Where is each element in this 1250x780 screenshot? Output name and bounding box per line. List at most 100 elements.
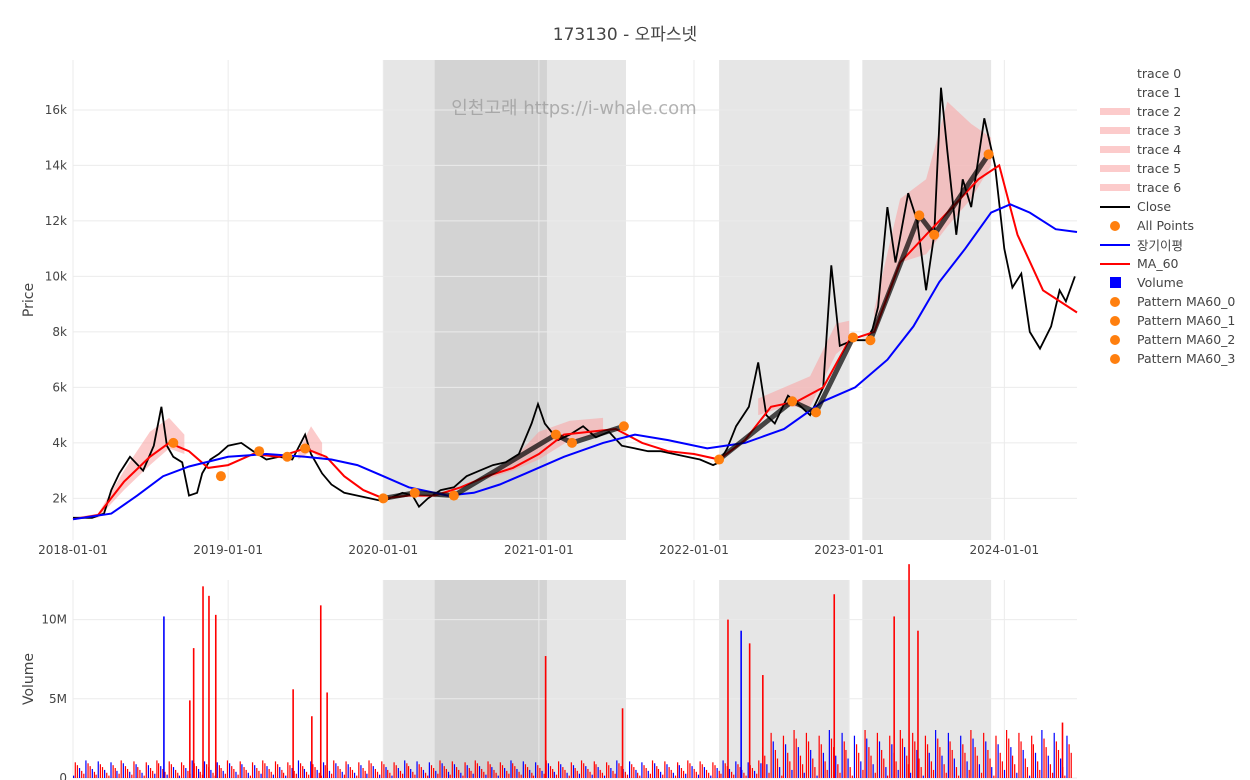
volume-bar: [639, 775, 641, 778]
volume-bar: [316, 769, 318, 778]
legend-item[interactable]: trace 5: [1100, 159, 1235, 178]
volume-bar: [768, 772, 770, 778]
volume-bar: [430, 765, 433, 778]
volume-bar: [322, 762, 325, 778]
legend-swatch: [1100, 108, 1130, 115]
volume-bar: [539, 768, 541, 778]
volume-bar: [164, 771, 166, 778]
volume-bar: [791, 769, 793, 778]
volume-bar: [78, 768, 81, 778]
price-tick-label: 16k: [45, 103, 67, 117]
volume-bar: [909, 772, 912, 778]
volume-bar: [989, 758, 991, 778]
legend-item[interactable]: Close: [1100, 197, 1235, 216]
volume-bar: [108, 775, 110, 778]
legend-item[interactable]: Volume: [1100, 273, 1235, 292]
volume-bar: [262, 760, 264, 778]
volume-bar: [110, 762, 112, 778]
volume-bar: [445, 768, 447, 778]
volume-bar: [543, 773, 545, 778]
volume-bar: [849, 767, 851, 778]
volume-bar: [722, 760, 724, 778]
legend-item[interactable]: 장기이평: [1100, 235, 1235, 254]
volume-bar: [210, 769, 212, 778]
volume-bar: [874, 772, 876, 778]
volume-bar: [995, 735, 997, 778]
pattern-point: [847, 332, 858, 343]
volume-bar: [212, 772, 214, 778]
legend-label: trace 4: [1137, 142, 1182, 157]
legend-item[interactable]: trace 4: [1100, 140, 1235, 159]
volume-bar: [583, 763, 585, 778]
volume-bar: [845, 749, 847, 778]
volume-bar: [893, 616, 895, 778]
legend-item[interactable]: trace 0: [1100, 64, 1235, 83]
volume-bar: [668, 767, 670, 778]
chart-legend[interactable]: trace 0 trace 1 trace 2 trace 3 trace 4 trace…: [1100, 64, 1235, 368]
volume-bar: [231, 766, 233, 778]
volume-bar: [324, 765, 326, 778]
legend-item[interactable]: trace 1: [1100, 83, 1235, 102]
volume-bar: [930, 761, 932, 778]
legend-item[interactable]: MA_60: [1100, 254, 1235, 273]
legend-item[interactable]: Pattern MA60_2: [1100, 330, 1235, 349]
volume-bar: [618, 763, 620, 778]
volume-bar: [547, 763, 549, 778]
volume-bar: [493, 769, 495, 778]
volume-bar: [531, 772, 533, 778]
volume-bar: [826, 769, 828, 778]
volume-bar: [529, 769, 531, 778]
volume-bar: [387, 769, 389, 778]
pattern-point: [929, 229, 940, 240]
legend-symbol: [1100, 83, 1130, 102]
pattern-point: [618, 421, 629, 432]
volume-bar: [203, 761, 206, 778]
volume-bar: [228, 763, 231, 778]
volume-bar: [997, 744, 999, 778]
volume-bar: [310, 761, 312, 778]
volume-bar: [506, 770, 508, 778]
volume-bar: [1047, 755, 1049, 778]
legend-symbol: [1100, 330, 1130, 349]
legend-item[interactable]: trace 6: [1100, 178, 1235, 197]
volume-bar: [641, 762, 643, 778]
volume-bar: [470, 770, 472, 778]
volume-bar: [345, 761, 347, 778]
volume-bar: [745, 775, 747, 778]
volume-bar: [962, 744, 964, 778]
volume-bar: [303, 768, 306, 778]
volume-bar: [272, 774, 274, 778]
legend-item[interactable]: trace 3: [1100, 121, 1235, 140]
volume-bar: [491, 767, 493, 778]
volume-bar: [305, 771, 308, 778]
legend-item[interactable]: Pattern MA60_1: [1100, 311, 1235, 330]
volume-bar: [256, 768, 258, 778]
volume-bar: [437, 773, 439, 778]
legend-item[interactable]: All Points: [1100, 216, 1235, 235]
price-tick-label: 4k: [52, 436, 67, 450]
volume-bar: [666, 764, 668, 778]
legend-item[interactable]: trace 2: [1100, 102, 1235, 121]
pattern-point: [300, 443, 311, 454]
volume-bar: [122, 763, 124, 778]
volume-bar: [803, 772, 805, 778]
volume-bar: [74, 762, 76, 778]
legend-item[interactable]: Pattern MA60_3: [1100, 349, 1235, 368]
volume-bar: [993, 775, 995, 778]
legend-item[interactable]: Pattern MA60_0: [1100, 292, 1235, 311]
volume-bar: [197, 768, 200, 778]
volume-bar: [1026, 767, 1029, 778]
volume-tick-label: 10M: [41, 613, 67, 627]
volume-bar: [427, 775, 429, 778]
legend-symbol: [1100, 216, 1130, 235]
volume-bar: [399, 770, 402, 778]
volume-bar: [143, 775, 145, 778]
pattern-line: [716, 335, 856, 462]
volume-bar: [101, 767, 104, 778]
volume-bar: [337, 766, 339, 778]
volume-bar: [510, 760, 512, 778]
volume-bar: [395, 765, 397, 778]
volume-bar: [147, 765, 150, 778]
volume-bar: [886, 775, 889, 778]
